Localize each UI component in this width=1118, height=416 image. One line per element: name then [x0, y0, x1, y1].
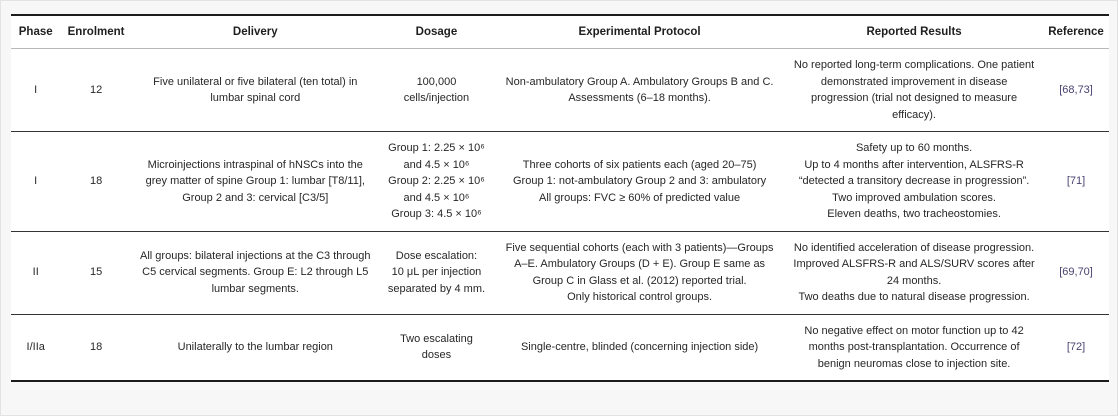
cell-phase: II — [11, 230, 61, 314]
cell-reported-results: No reported long-term complications. One… — [793, 59, 1035, 121]
cell-dosage: Dose escalation: 10 μL per injection sep… — [378, 230, 495, 314]
cell-dosage: Group 1: 2.25 × 10⁶ and 4.5 × 10⁶ Group … — [378, 131, 495, 231]
cell-enrolment: 15 — [60, 230, 132, 314]
citation-link[interactable]: [68,73] — [1059, 83, 1093, 96]
col-header-phase: Phase — [11, 15, 61, 49]
cell-experimental-protocol: Single-centre, blinded (concerning injec… — [494, 313, 786, 381]
col-header-reference: Reference — [1043, 15, 1109, 49]
table-row-phase1-12: I 12 Five unilateral or five bilateral (… — [11, 49, 1109, 132]
cell-delivery: Unilaterally to the lumbar region — [131, 313, 379, 381]
cell-reported-results: No identified acceleration of disease pr… — [785, 230, 1044, 314]
cell-enrolment: 18 — [60, 313, 132, 381]
cell-experimental-protocol: Five sequential cohorts (each with 3 pat… — [494, 230, 786, 314]
cell-delivery: Five unilateral or five bilateral (ten t… — [153, 75, 358, 105]
col-header-reported-results: Reported Results — [785, 15, 1044, 49]
clinical-trials-table-container: Phase Enrolment Delivery Dosage Experime… — [11, 14, 1109, 382]
citation-link[interactable]: [71] — [1043, 131, 1109, 231]
cell-experimental-protocol: Non-ambulatory Group A. Ambulatory Group… — [505, 75, 774, 105]
header-row: Phase Enrolment Delivery Dosage Experime… — [11, 15, 1109, 49]
clinical-trials-table: Phase Enrolment Delivery Dosage Experime… — [11, 14, 1109, 382]
cell-enrolment: 18 — [60, 131, 132, 231]
cell-reported-results: No negative effect on motor function up … — [785, 313, 1044, 381]
col-header-delivery: Delivery — [131, 15, 379, 49]
citation-link[interactable]: [69,70] — [1043, 230, 1109, 314]
col-header-dosage: Dosage — [378, 15, 495, 49]
cell-reported-results: Safety up to 60 months. Up to 4 months a… — [785, 131, 1044, 231]
cell-delivery: Microinjections intraspinal of hNSCs int… — [131, 131, 379, 231]
citation-link[interactable]: [72] — [1043, 313, 1109, 381]
col-header-enrolment: Enrolment — [60, 15, 132, 49]
cell-phase: I — [34, 83, 38, 96]
cell-phase: I — [11, 131, 61, 231]
cell-experimental-protocol: Three cohorts of six patients each (aged… — [494, 131, 786, 231]
cell-phase: I/IIa — [11, 313, 61, 381]
cell-dosage: Two escalating doses — [378, 313, 495, 381]
table-row-phase1-2a-18: I/IIa 18 Unilaterally to the lumbar regi… — [11, 313, 1109, 381]
table-row-phase1-18: I 18 Microinjections intraspinal of hNSC… — [11, 131, 1109, 231]
cell-delivery: All groups: bilateral injections at the … — [131, 230, 379, 314]
table-row-phase2-15: II 15 All groups: bilateral injections a… — [11, 230, 1109, 314]
cell-dosage: 100,000 cells/injection — [403, 75, 470, 105]
cell-enrolment: 12 — [89, 83, 103, 96]
col-header-experimental-protocol: Experimental Protocol — [494, 15, 786, 49]
